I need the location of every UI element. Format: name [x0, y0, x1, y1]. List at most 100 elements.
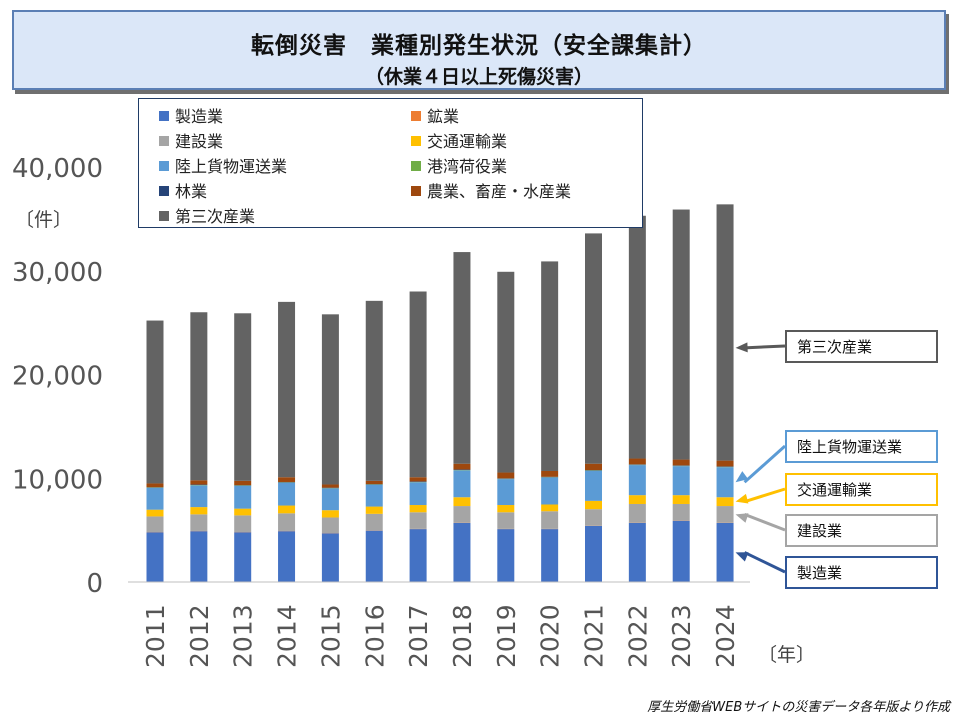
bar-segment [716, 460, 734, 467]
legend-swatch [411, 186, 421, 196]
title-box: 転倒災害 業種別発生状況（安全課集計） （休業４日以上死傷災害） [12, 10, 946, 90]
legend-item-transport: 交通運輸業 [411, 128, 507, 152]
x-tick-label: 2014 [273, 604, 302, 668]
bar-segment [234, 508, 252, 516]
y-tick-label: 0 [86, 569, 103, 599]
x-tick-label: 2021 [580, 604, 609, 668]
bar-segment [365, 480, 383, 485]
bar-segment [190, 514, 208, 531]
bar-segment [453, 470, 471, 498]
bar-segment [453, 522, 471, 582]
bar-segment [234, 532, 252, 582]
bar-segment [365, 484, 383, 507]
bar-segment [497, 505, 515, 513]
bar-segment [628, 522, 646, 582]
bar-segment [190, 312, 208, 481]
callout-arrow-line [743, 444, 787, 484]
bar-segment [190, 531, 208, 582]
bar-segment [585, 470, 602, 501]
x-tick-label: 2020 [536, 604, 565, 668]
legend-item-construction: 建設業 [159, 128, 223, 152]
y-tick-label: 20,000 [12, 362, 103, 392]
bar-segment [672, 495, 690, 504]
source-note: 厚生労働省WEBサイトの災害データ各年版より作成 [647, 700, 950, 715]
bar-segment [628, 495, 646, 504]
bar-segment [321, 517, 339, 534]
bar-segment [628, 465, 646, 496]
bar-segment [146, 487, 164, 510]
x-tick-label: 2012 [185, 604, 214, 668]
callout-arrowhead [735, 513, 749, 523]
x-tick-label: 2022 [623, 604, 652, 668]
x-tick-label: 2017 [404, 604, 433, 668]
bar-segment [497, 479, 515, 506]
bar-segment [453, 252, 471, 464]
x-axis-unit: 〔年〕 [758, 644, 816, 666]
bar-segment [672, 503, 690, 521]
bar-segment [497, 529, 515, 582]
legend-item-land-freight: 陸上貨物運送業 [159, 153, 287, 177]
bar-segment [541, 511, 559, 529]
x-tick-label: 2023 [667, 604, 696, 668]
y-tick-label: 30,000 [12, 258, 103, 288]
x-tick-label: 2019 [492, 604, 521, 668]
bar-segment [365, 506, 383, 514]
bar-segment [672, 466, 690, 496]
bar-segment [453, 463, 471, 470]
callout-manufacturing: 製造業 [785, 556, 938, 589]
callout-arrowhead [735, 552, 749, 562]
bar-segment [190, 485, 208, 508]
bar-segment [278, 482, 296, 506]
bar-segment [409, 291, 427, 478]
bar-segment [409, 512, 427, 529]
bar-segment [146, 509, 164, 517]
bar-segment [321, 484, 339, 488]
y-tick-label: 40,000 [12, 154, 103, 184]
bar-segment [234, 313, 252, 481]
bar-segment [409, 505, 427, 513]
bar-segment [409, 529, 427, 582]
bar-segment [234, 480, 252, 486]
x-tick-label: 2024 [711, 604, 740, 668]
legend-item-port-cargo: 港湾荷役業 [411, 153, 507, 177]
bar-segment [190, 507, 208, 515]
legend-swatch [411, 136, 421, 146]
legend-swatch [411, 161, 421, 171]
bar-segment [585, 463, 602, 471]
bar-segment [365, 513, 383, 531]
bar-segment [628, 215, 646, 459]
callout-tertiary: 第三次産業 [785, 330, 938, 363]
callout-construction: 建設業 [785, 514, 938, 547]
bar-segment [409, 482, 427, 506]
callout-arrow-line [744, 344, 786, 350]
bar-segment [409, 477, 427, 482]
legend-item-mining: 鉱業 [411, 103, 459, 127]
bar-segment [541, 261, 559, 471]
legend-item-manufacturing: 製造業 [159, 103, 223, 127]
x-tick-label: 2011 [141, 604, 170, 668]
bar-segment [321, 533, 339, 582]
callout-arrow-line [744, 487, 786, 504]
legend-item-agriculture: 農業、畜産・水産業 [411, 178, 571, 202]
bar-segment [541, 529, 559, 582]
bar-segment [453, 506, 471, 523]
chart-subtitle: （休業４日以上死傷災害） [364, 66, 593, 88]
bar-segment [146, 320, 164, 484]
bar-segment [585, 509, 602, 526]
bar-segment [146, 483, 164, 488]
legend-swatch [411, 111, 421, 121]
callout-arrow-line [743, 551, 786, 574]
bar-segment [672, 209, 690, 460]
legend-swatch [159, 211, 169, 221]
bar-segment [628, 503, 646, 523]
callout-arrowhead [735, 493, 749, 504]
bar-segment [278, 505, 296, 514]
bar-segment [146, 532, 164, 582]
bar-segment [716, 204, 734, 461]
callout-land-freight: 陸上貨物運送業 [785, 430, 938, 463]
bar-segment [672, 520, 690, 582]
bar-segment [190, 480, 208, 485]
callout-arrow-line [744, 512, 786, 532]
y-tick-label: 10,000 [12, 465, 103, 495]
